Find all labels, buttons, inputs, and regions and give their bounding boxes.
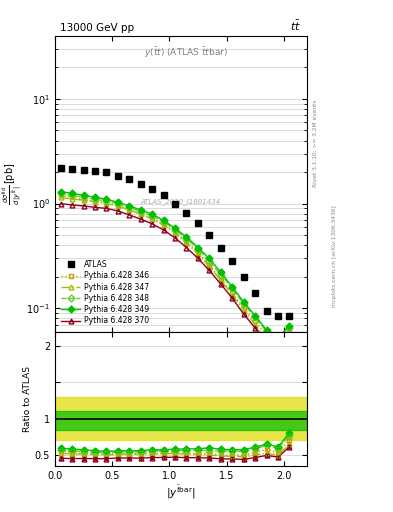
Text: ATLAS_2020_I1801434: ATLAS_2020_I1801434	[141, 198, 221, 205]
Bar	[55, 397, 307, 440]
Text: $t\bar{t}$: $t\bar{t}$	[290, 18, 301, 33]
Text: Rivet 3.1.10; >= 3.2M events: Rivet 3.1.10; >= 3.2M events	[312, 100, 318, 187]
X-axis label: $|y^{\bar{t}{\rm bar}}|$: $|y^{\bar{t}{\rm bar}}|$	[166, 483, 196, 501]
Legend: ATLAS, Pythia 6.428 346, Pythia 6.428 347, Pythia 6.428 348, Pythia 6.428 349, P: ATLAS, Pythia 6.428 346, Pythia 6.428 34…	[59, 258, 151, 328]
Text: $y(\bar{t}t)$ (ATLAS $\bar{t}t$bar): $y(\bar{t}t)$ (ATLAS $\bar{t}t$bar)	[144, 45, 228, 59]
Text: 13000 GeV pp: 13000 GeV pp	[60, 23, 134, 33]
Y-axis label: $\frac{d\sigma^{\rm fid}}{d\,|y^{\bar{t}t}|}\,[\rm pb]$: $\frac{d\sigma^{\rm fid}}{d\,|y^{\bar{t}…	[0, 162, 24, 205]
Text: mcplots.cern.ch [arXiv:1306.3436]: mcplots.cern.ch [arXiv:1306.3436]	[332, 205, 337, 307]
Y-axis label: Ratio to ATLAS: Ratio to ATLAS	[23, 366, 32, 432]
Bar	[55, 412, 307, 430]
